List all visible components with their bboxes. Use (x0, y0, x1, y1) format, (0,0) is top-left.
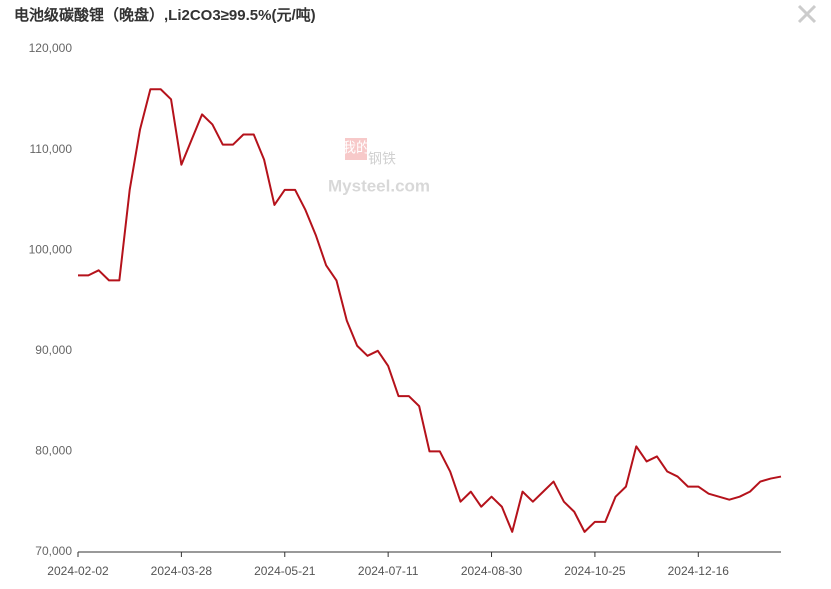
watermark-text: 我的 (342, 140, 370, 156)
x-tick-label: 2024-02-02 (47, 564, 109, 578)
x-tick-label: 2024-07-11 (358, 564, 419, 578)
x-tick-label: 2024-10-25 (564, 564, 626, 578)
y-tick-label: 100,000 (29, 242, 73, 256)
close-icon[interactable] (797, 4, 817, 24)
watermark-text: 钢铁 (368, 151, 396, 167)
y-tick-label: 70,000 (35, 544, 72, 558)
close-button[interactable] (797, 4, 817, 24)
price-line (78, 88, 782, 533)
y-tick-label: 90,000 (35, 343, 72, 357)
x-tick-label: 2024-05-21 (254, 564, 316, 578)
x-tick-label: 2024-08-30 (461, 564, 523, 578)
y-tick-label: 110,000 (30, 142, 73, 156)
watermark: 我的 钢铁 Mysteel.com (328, 138, 430, 195)
y-tick-label: 80,000 (35, 444, 72, 458)
x-tick-label: 2024-03-28 (151, 564, 213, 578)
watermark-box (345, 138, 367, 160)
x-tick-label: 2024-12-16 (668, 564, 730, 578)
y-tick-label: 120,000 (29, 41, 73, 55)
chart-title: 电池级碳酸锂（晚盘）,Li2CO3≥99.5%(元/吨) (14, 6, 316, 24)
watermark-text: Mysteel.com (328, 176, 430, 195)
